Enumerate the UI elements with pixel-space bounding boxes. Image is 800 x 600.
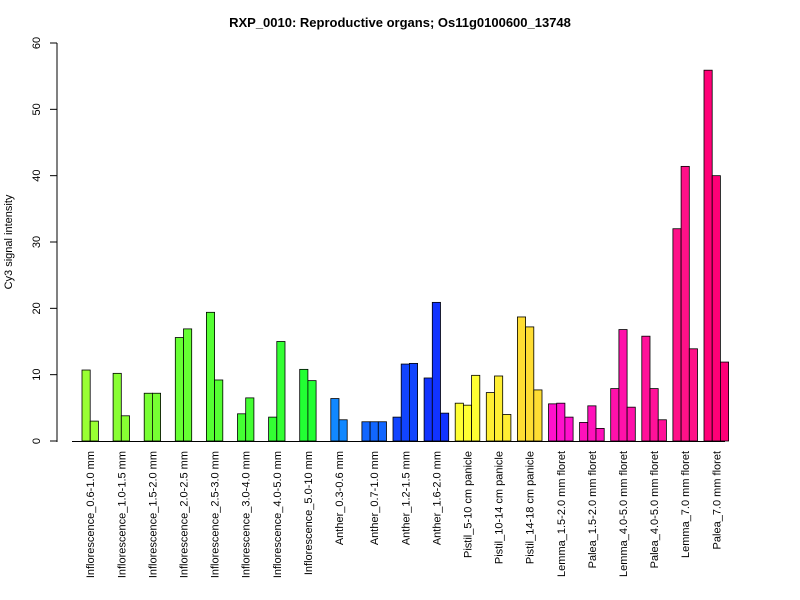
category-label: Inflorescence_4.0-5.0 mm <box>272 451 284 578</box>
y-tick-label: 10 <box>31 369 43 381</box>
bar <box>440 412 450 442</box>
category-label: Pistil_14-18 cm panicle <box>525 451 537 564</box>
bar <box>307 380 317 442</box>
category-label: Pistil_5-10 cm panicle <box>463 451 475 558</box>
bar <box>626 406 636 442</box>
bar <box>174 337 184 442</box>
bar <box>641 335 651 442</box>
category-label: Lemma_1.5-2.0 mm floret <box>556 451 568 577</box>
category-label: Inflorescence_5.0-10 mm <box>303 451 315 575</box>
bar <box>431 301 441 442</box>
category-label: Anther_1.2-1.5 mm <box>400 451 412 545</box>
bar <box>657 419 667 442</box>
bar <box>711 175 721 442</box>
y-tick-label: 60 <box>31 37 43 49</box>
bar <box>525 326 535 442</box>
bar <box>151 392 161 442</box>
bar <box>377 421 387 442</box>
category-label: Inflorescence_0.6-1.0 mm <box>85 451 97 578</box>
y-tick-label: 50 <box>31 103 43 115</box>
bar <box>564 416 574 442</box>
category-label: Pistil_10-14 cm panicle <box>494 451 506 564</box>
bar <box>120 415 130 442</box>
bar <box>494 375 504 442</box>
bar <box>517 316 527 442</box>
bar <box>276 341 286 442</box>
bar <box>618 329 628 442</box>
category-label: Inflorescence_2.5-3.0 mm <box>210 451 222 578</box>
bar <box>610 388 620 442</box>
bar <box>299 368 309 442</box>
bar <box>268 416 278 442</box>
bar <box>183 328 193 442</box>
bar <box>423 377 433 442</box>
bar <box>214 379 224 442</box>
bar <box>392 416 402 442</box>
bar <box>649 388 659 442</box>
category-label: Lemma_4.0-5.0 mm floret <box>618 451 630 577</box>
bar <box>471 374 481 442</box>
bar <box>688 348 698 442</box>
category-label: Inflorescence_2.0-2.5 mm <box>179 451 191 578</box>
bar <box>369 421 379 442</box>
category-label: Palea_1.5-2.0 mm floret <box>587 451 599 568</box>
chart-title: RXP_0010: Reproductive organs; Os11g0100… <box>229 15 571 30</box>
y-axis-label: Cy3 signal intensity <box>3 194 15 289</box>
bar <box>720 361 730 442</box>
category-label: Palea_4.0-5.0 mm floret <box>649 451 661 568</box>
category-label: Anther_0.7-1.0 mm <box>369 451 381 545</box>
y-tick-label: 30 <box>31 236 43 248</box>
category-label: Inflorescence_1.5-2.0 mm <box>147 451 159 578</box>
y-tick-label: 0 <box>31 438 43 444</box>
bar <box>330 398 340 442</box>
bar <box>579 422 589 442</box>
bar <box>672 228 682 442</box>
y-tick-label: 40 <box>31 170 43 182</box>
bars <box>81 69 730 442</box>
bar <box>533 389 543 442</box>
bar <box>89 420 99 442</box>
bar <box>703 69 713 442</box>
category-label: Inflorescence_1.0-1.5 mm <box>116 451 128 578</box>
bar <box>680 165 690 442</box>
y-tick-label: 20 <box>31 302 43 314</box>
bar <box>361 421 371 442</box>
bar <box>237 413 247 442</box>
category-label: Anther_0.3-0.6 mm <box>334 451 346 545</box>
bar <box>548 403 558 442</box>
category-label: Lemma_7.0 mm floret <box>680 451 692 558</box>
bar <box>556 402 566 442</box>
bar <box>454 402 464 442</box>
category-labels: Inflorescence_0.6-1.0 mm Inflorescence_1.… <box>85 451 723 578</box>
bar <box>205 311 215 442</box>
bar <box>143 392 153 442</box>
bar <box>587 405 597 442</box>
bar <box>595 427 605 442</box>
y-ticks: 0 10 20 30 40 50 60 <box>31 37 57 444</box>
bar <box>485 392 495 442</box>
bar <box>81 369 91 442</box>
category-label: Inflorescence_3.0-4.0 mm <box>241 451 253 578</box>
category-label: Anther_1.6-2.0 mm <box>431 451 443 545</box>
bar <box>400 363 410 442</box>
bar <box>338 419 348 442</box>
bar <box>245 397 255 442</box>
category-label: Palea_7.0 mm floret <box>711 451 723 549</box>
bar <box>502 414 512 442</box>
bar <box>462 404 472 442</box>
bar <box>112 372 122 442</box>
bar <box>408 362 418 442</box>
